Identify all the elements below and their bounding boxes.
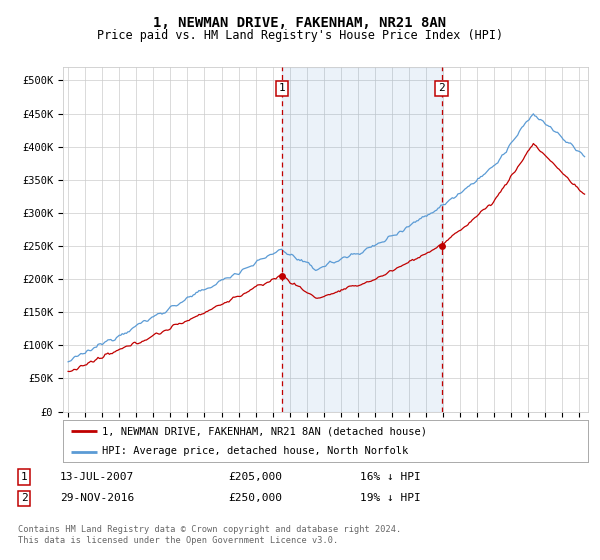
Text: 1: 1 xyxy=(20,472,28,482)
Bar xyxy=(281,67,442,412)
Text: 1: 1 xyxy=(278,83,285,94)
Text: £250,000: £250,000 xyxy=(228,493,282,503)
Text: 29-NOV-2016: 29-NOV-2016 xyxy=(60,493,134,503)
Text: 13-JUL-2007: 13-JUL-2007 xyxy=(60,472,134,482)
Text: Contains HM Land Registry data © Crown copyright and database right 2024.
This d: Contains HM Land Registry data © Crown c… xyxy=(18,525,401,545)
Text: 1, NEWMAN DRIVE, FAKENHAM, NR21 8AN: 1, NEWMAN DRIVE, FAKENHAM, NR21 8AN xyxy=(154,16,446,30)
Text: Price paid vs. HM Land Registry's House Price Index (HPI): Price paid vs. HM Land Registry's House … xyxy=(97,29,503,42)
Text: £205,000: £205,000 xyxy=(228,472,282,482)
Text: 19% ↓ HPI: 19% ↓ HPI xyxy=(360,493,421,503)
Text: 1, NEWMAN DRIVE, FAKENHAM, NR21 8AN (detached house): 1, NEWMAN DRIVE, FAKENHAM, NR21 8AN (det… xyxy=(103,426,427,436)
Text: 16% ↓ HPI: 16% ↓ HPI xyxy=(360,472,421,482)
Text: HPI: Average price, detached house, North Norfolk: HPI: Average price, detached house, Nort… xyxy=(103,446,409,456)
Text: 2: 2 xyxy=(438,83,445,94)
Text: 2: 2 xyxy=(20,493,28,503)
